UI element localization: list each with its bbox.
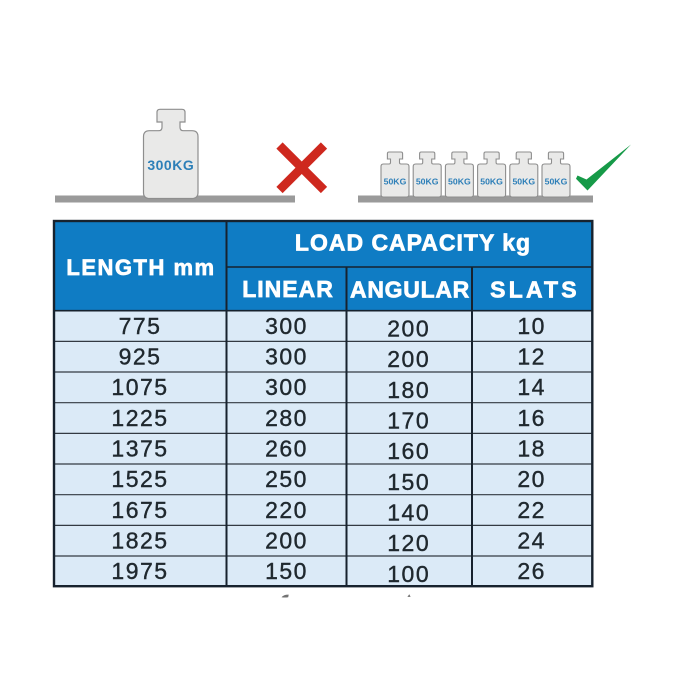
svg-text:50KG: 50KG <box>384 177 407 187</box>
svg-text:LOAD CAPACITY kg: LOAD CAPACITY kg <box>295 230 531 256</box>
svg-text:SLATS: SLATS <box>490 276 580 302</box>
svg-text:775: 775 <box>119 313 162 339</box>
svg-text:250: 250 <box>265 466 308 492</box>
svg-text:280: 280 <box>265 405 308 431</box>
svg-text:18: 18 <box>517 436 546 462</box>
svg-text:10: 10 <box>517 313 546 339</box>
svg-text:LINEAR: LINEAR <box>242 276 334 302</box>
svg-text:160: 160 <box>387 438 430 464</box>
svg-text:1975: 1975 <box>111 558 168 584</box>
svg-text:300: 300 <box>265 344 308 370</box>
svg-text:1075: 1075 <box>111 374 168 400</box>
svg-text:180: 180 <box>387 377 430 403</box>
svg-text:12: 12 <box>517 344 546 370</box>
svg-text:300KG: 300KG <box>147 157 194 173</box>
svg-text:20: 20 <box>517 466 546 492</box>
svg-text:1825: 1825 <box>111 528 168 554</box>
svg-text:300: 300 <box>265 313 308 339</box>
svg-text:200: 200 <box>387 315 430 341</box>
svg-text:120: 120 <box>387 530 430 556</box>
svg-text:16: 16 <box>517 405 546 431</box>
svg-text:50KG: 50KG <box>416 177 439 187</box>
svg-text:50KG: 50KG <box>545 177 568 187</box>
svg-text:50KG: 50KG <box>448 177 471 187</box>
svg-text:24: 24 <box>517 528 546 554</box>
svg-text:200: 200 <box>265 528 308 554</box>
svg-text:50KG: 50KG <box>480 177 503 187</box>
svg-text:300: 300 <box>265 374 308 400</box>
svg-text:22: 22 <box>517 497 546 523</box>
svg-text:LENGTH mm: LENGTH mm <box>66 255 215 280</box>
svg-text:150: 150 <box>387 469 430 495</box>
svg-text:170: 170 <box>387 407 430 433</box>
svg-text:1525: 1525 <box>111 466 168 492</box>
svg-text:1675: 1675 <box>111 497 168 523</box>
svg-text:50KG: 50KG <box>512 177 535 187</box>
svg-text:ANGULAR: ANGULAR <box>350 277 470 303</box>
svg-text:100: 100 <box>387 561 430 587</box>
svg-text:925: 925 <box>119 344 162 370</box>
svg-text:200: 200 <box>387 346 430 372</box>
svg-text:150: 150 <box>265 558 308 584</box>
svg-text:26: 26 <box>517 558 546 584</box>
svg-text:260: 260 <box>265 436 308 462</box>
svg-text:14: 14 <box>517 374 546 400</box>
svg-text:1225: 1225 <box>111 405 168 431</box>
svg-text:140: 140 <box>387 499 430 525</box>
svg-text:220: 220 <box>265 497 308 523</box>
svg-text:1375: 1375 <box>111 436 168 462</box>
